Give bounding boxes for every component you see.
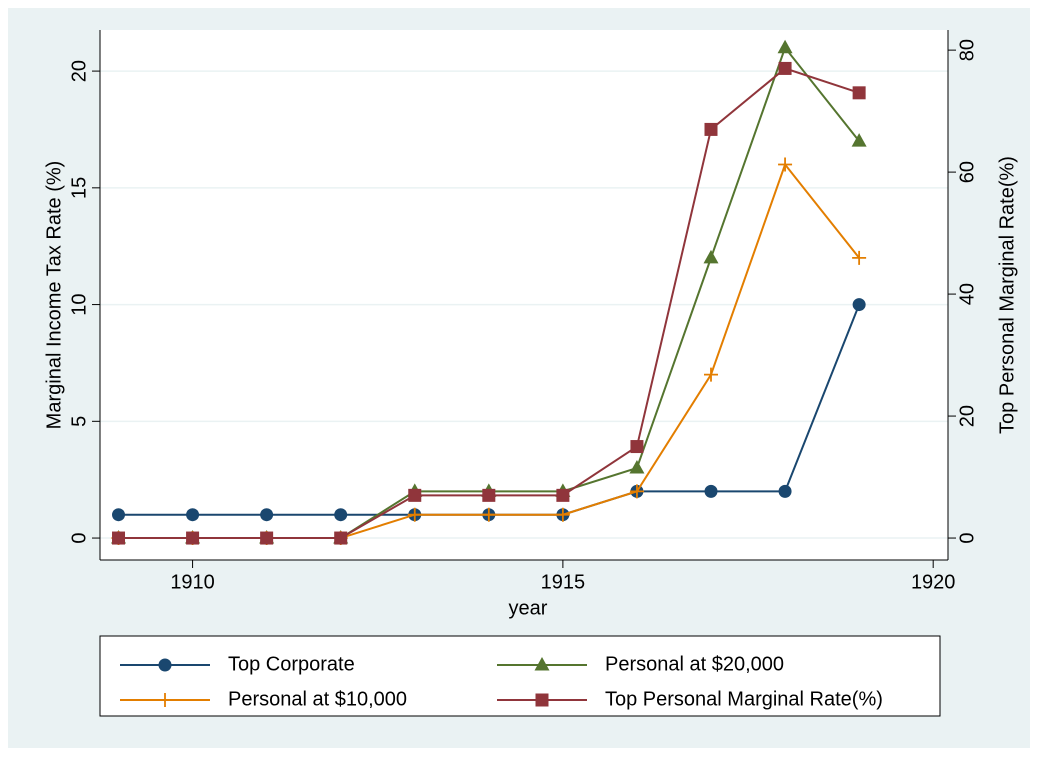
marker <box>535 693 549 707</box>
y-tick-label: 10 <box>68 293 90 315</box>
y-axis-title: Marginal Income Tax Rate (%) <box>43 161 65 430</box>
x-tick-label: 1920 <box>911 571 956 593</box>
marker <box>778 157 793 172</box>
y2-tick-label: 20 <box>956 405 978 427</box>
plot-area <box>100 30 948 560</box>
legend-label: Personal at $10,000 <box>228 688 407 710</box>
marker <box>407 507 422 522</box>
marker <box>112 531 126 545</box>
marker <box>482 488 496 502</box>
marker <box>186 531 200 545</box>
marker <box>778 61 792 75</box>
y2-tick-label: 60 <box>956 161 978 183</box>
marker <box>852 298 866 312</box>
marker <box>629 460 645 474</box>
marker <box>704 484 718 498</box>
marker <box>852 250 867 265</box>
marker <box>534 657 550 671</box>
legend <box>99 635 941 717</box>
marker <box>334 508 348 522</box>
marker <box>555 507 570 522</box>
x-tick-label: 1915 <box>541 571 586 593</box>
y2-tick-label: 80 <box>956 39 978 61</box>
marker <box>334 531 348 545</box>
marker <box>158 658 172 672</box>
y2-axis-title: Top Personal Marginal Rate(%) <box>996 156 1018 434</box>
x-axis-title: year <box>509 597 548 619</box>
marker <box>158 693 172 707</box>
marker <box>260 531 274 545</box>
marker <box>260 508 274 522</box>
marker <box>778 484 792 498</box>
legend-label: Personal at $20,000 <box>605 653 784 675</box>
marker <box>704 122 718 136</box>
marker <box>186 508 200 522</box>
marker <box>408 488 422 502</box>
marker <box>777 39 793 54</box>
marker <box>112 508 126 522</box>
y-tick-label: 0 <box>68 532 90 543</box>
y2-tick-label: 40 <box>956 283 978 305</box>
marker <box>629 484 644 499</box>
y2-tick-label: 0 <box>956 532 978 543</box>
y-tick-label: 5 <box>68 416 90 427</box>
legend-label: Top Personal Marginal Rate(%) <box>605 688 883 710</box>
legend-label: Top Corporate <box>228 653 355 675</box>
marker <box>852 86 866 100</box>
marker <box>556 488 570 502</box>
marker <box>704 367 719 382</box>
marker <box>703 249 719 264</box>
x-tick-label: 1910 <box>170 571 215 593</box>
y-tick-label: 15 <box>68 177 90 199</box>
marker <box>481 507 496 522</box>
marker <box>630 440 644 454</box>
y-tick-label: 20 <box>68 60 90 82</box>
marker <box>851 133 867 147</box>
